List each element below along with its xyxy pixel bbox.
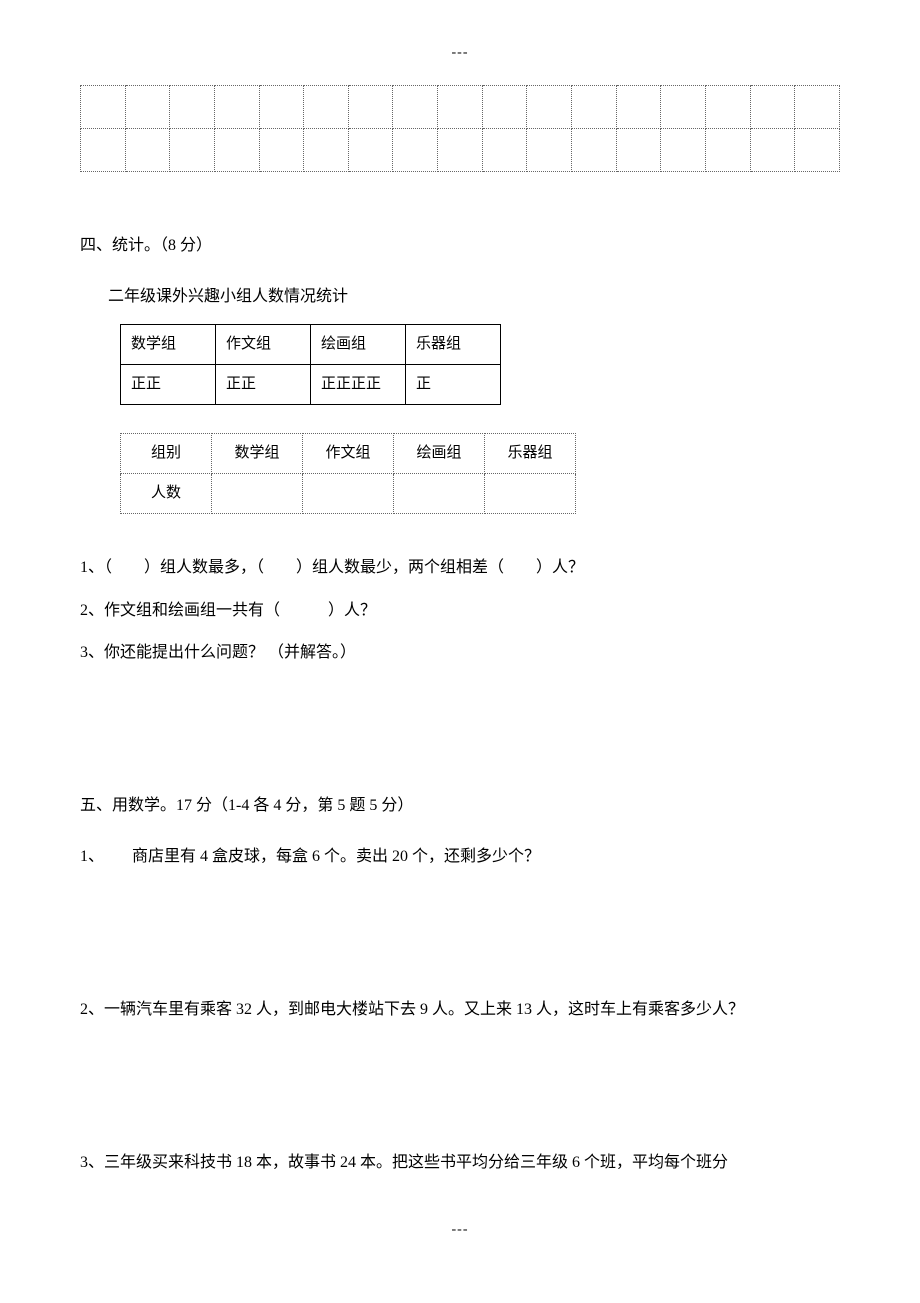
tally-cell: 正正正正 — [311, 364, 406, 404]
empty-cell — [661, 129, 706, 172]
table-row: 数学组 作文组 绘画组 乐器组 — [121, 324, 501, 364]
tally-cell: 正 — [406, 364, 501, 404]
empty-cell — [393, 129, 438, 172]
count-row-label: 人数 — [121, 473, 212, 513]
empty-cell — [438, 129, 483, 172]
empty-cell — [438, 86, 483, 129]
count-header: 作文组 — [303, 433, 394, 473]
empty-cell — [214, 129, 259, 172]
q1-number: 1、 — [80, 843, 110, 872]
spacing — [80, 886, 840, 996]
tally-header: 数学组 — [121, 324, 216, 364]
empty-cell — [304, 129, 349, 172]
section-4-q2: 2、作文组和绘画组一共有（ ）人？ — [80, 597, 840, 626]
empty-cell — [170, 129, 215, 172]
table-row: 正正 正正 正正正正 正 — [121, 364, 501, 404]
empty-cell — [170, 86, 215, 129]
tally-header: 乐器组 — [406, 324, 501, 364]
empty-cell — [125, 129, 170, 172]
section-4-q1: 1、（ ）组人数最多，（ ）组人数最少，两个组相差（ ）人？ — [80, 554, 840, 583]
empty-cell — [482, 129, 527, 172]
section-4-title: 四、统计。（8 分） — [80, 232, 840, 261]
section-4-subtitle: 二年级课外兴趣小组人数情况统计 — [108, 283, 840, 312]
page-header-marker: --- — [80, 40, 840, 65]
empty-cell — [527, 129, 572, 172]
tally-cell: 正正 — [121, 364, 216, 404]
empty-cell — [81, 86, 126, 129]
tally-header: 作文组 — [216, 324, 311, 364]
empty-cell — [348, 86, 393, 129]
spacing — [80, 682, 840, 792]
tally-cell: 正正 — [216, 364, 311, 404]
tally-table: 数学组 作文组 绘画组 乐器组 正正 正正 正正正正 正 — [120, 324, 501, 405]
empty-cell — [795, 86, 840, 129]
count-header: 数学组 — [212, 433, 303, 473]
empty-cell — [214, 86, 259, 129]
empty-cell — [572, 129, 617, 172]
empty-cell — [393, 86, 438, 129]
empty-cell — [259, 86, 304, 129]
q1-text: 商店里有 4 盒皮球，每盒 6 个。卖出 20 个，还剩多少个？ — [114, 848, 540, 865]
section-5-q3: 3、三年级买来科技书 18 本，故事书 24 本。把这些书平均分给三年级 6 个… — [80, 1149, 840, 1178]
tally-header: 绘画组 — [311, 324, 406, 364]
empty-cell — [81, 129, 126, 172]
empty-cell — [750, 86, 795, 129]
empty-grid-table — [80, 85, 840, 172]
empty-cell — [527, 86, 572, 129]
count-blank-cell — [485, 473, 576, 513]
empty-cell — [482, 86, 527, 129]
count-header: 组别 — [121, 433, 212, 473]
spacing — [80, 1039, 840, 1149]
empty-cell — [705, 129, 750, 172]
empty-cell — [304, 86, 349, 129]
empty-cell — [348, 129, 393, 172]
empty-cell — [125, 86, 170, 129]
count-table: 组别 数学组 作文组 绘画组 乐器组 人数 — [120, 433, 576, 514]
empty-cell — [259, 129, 304, 172]
section-5-q1: 1、 商店里有 4 盒皮球，每盒 6 个。卖出 20 个，还剩多少个？ — [80, 843, 840, 872]
table-row: 人数 — [121, 473, 576, 513]
empty-cell — [795, 129, 840, 172]
section-4-q3: 3、你还能提出什么问题？ （并解答。） — [80, 639, 840, 668]
count-blank-cell — [303, 473, 394, 513]
count-blank-cell — [394, 473, 485, 513]
count-blank-cell — [212, 473, 303, 513]
section-5-q2: 2、一辆汽车里有乘客 32 人，到邮电大楼站下去 9 人。又上来 13 人，这时… — [80, 996, 840, 1025]
empty-cell — [616, 86, 661, 129]
table-row — [81, 129, 840, 172]
empty-cell — [616, 129, 661, 172]
empty-cell — [661, 86, 706, 129]
page-footer-marker: --- — [80, 1217, 840, 1242]
table-row: 组别 数学组 作文组 绘画组 乐器组 — [121, 433, 576, 473]
empty-cell — [750, 129, 795, 172]
empty-cell — [572, 86, 617, 129]
section-5-title: 五、用数学。17 分（1-4 各 4 分，第 5 题 5 分） — [80, 792, 840, 821]
count-header: 乐器组 — [485, 433, 576, 473]
empty-cell — [705, 86, 750, 129]
count-header: 绘画组 — [394, 433, 485, 473]
table-row — [81, 86, 840, 129]
